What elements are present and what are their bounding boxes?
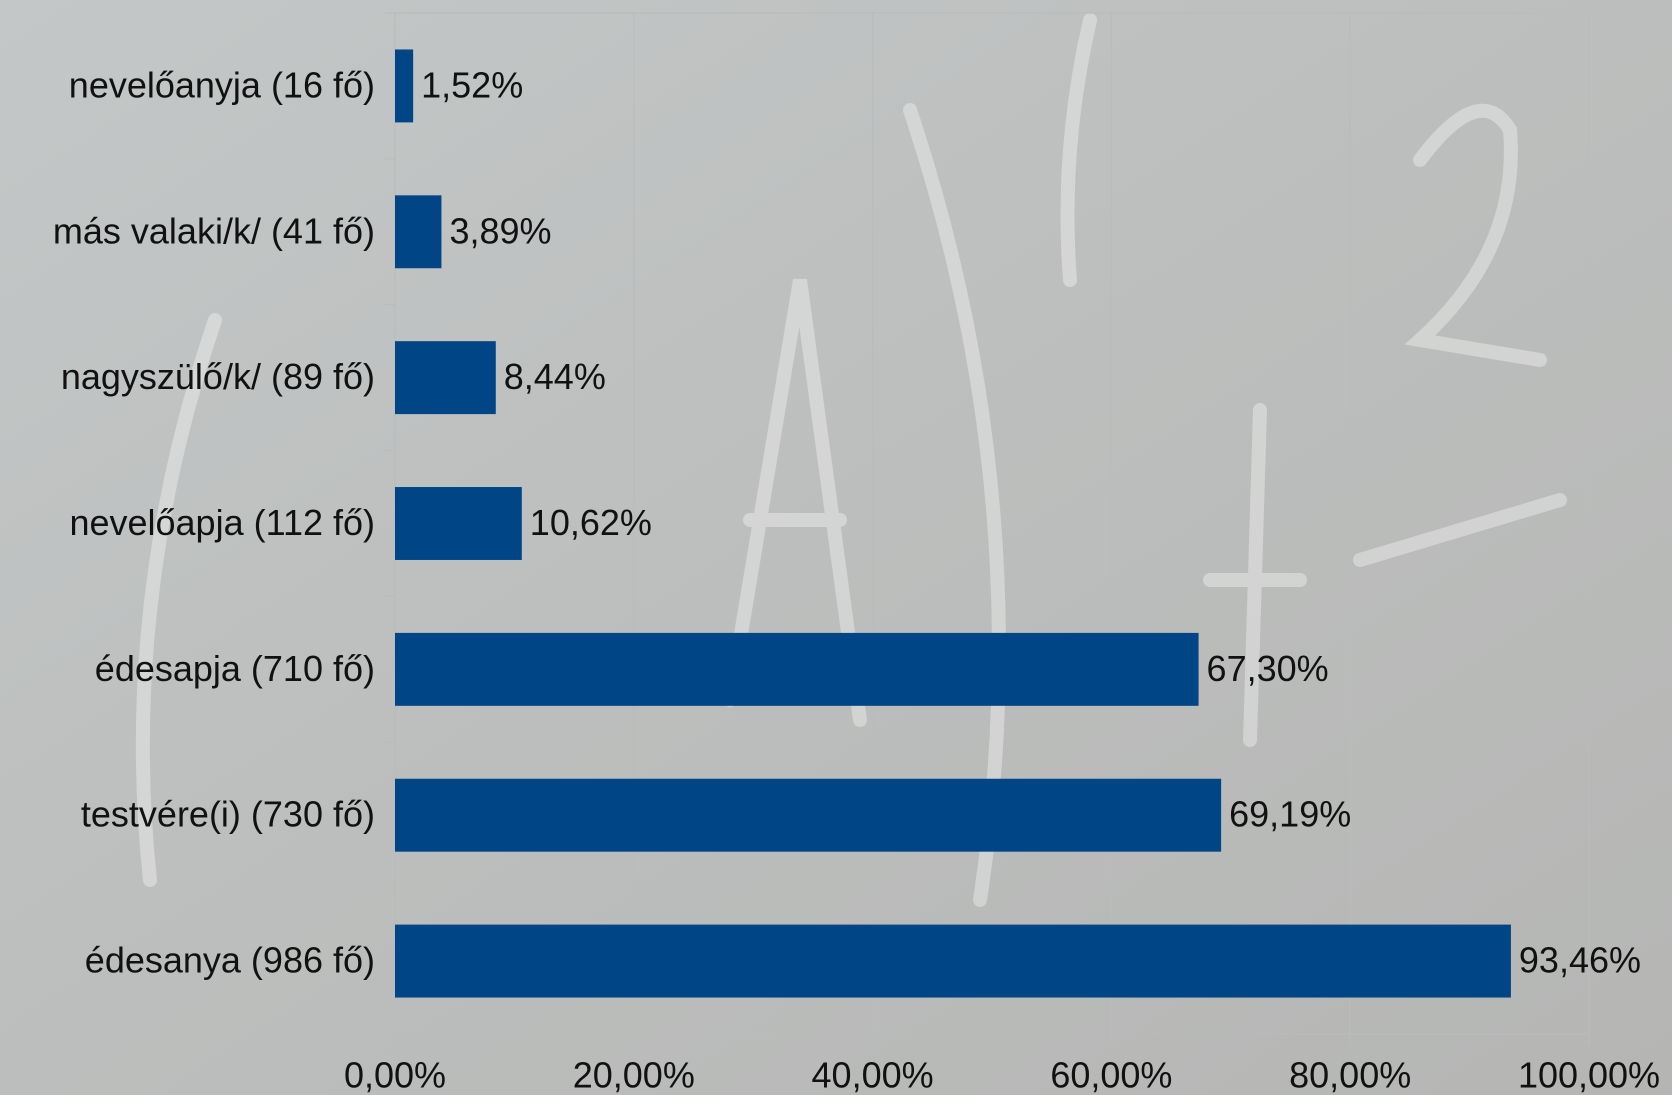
bar	[395, 487, 522, 560]
bar	[395, 341, 496, 414]
y-tick-label: édesanya (986 fő)	[85, 940, 375, 981]
x-tick-label: 40,00%	[812, 1055, 934, 1095]
y-tick-label: más valaki/k/ (41 fő)	[53, 210, 375, 251]
bar	[395, 633, 1199, 706]
x-tick-label: 20,00%	[573, 1055, 695, 1095]
data-label: 8,44%	[504, 356, 606, 397]
x-tick-label: 60,00%	[1050, 1055, 1172, 1095]
data-label: 93,46%	[1519, 940, 1641, 981]
y-tick-label: testvére(i) (730 fő)	[81, 794, 375, 835]
bar	[395, 49, 413, 122]
y-tick-label: nagyszülő/k/ (89 fő)	[61, 356, 375, 397]
data-label: 69,19%	[1229, 794, 1351, 835]
data-label: 3,89%	[449, 210, 551, 251]
chart: 0,00% 20,00% 40,00% 60,00% 80,00% 100,00% neve…	[0, 0, 1672, 1095]
bar	[395, 779, 1221, 852]
x-tick-label: 0,00%	[344, 1055, 446, 1095]
data-label: 1,52%	[421, 64, 523, 105]
bar	[395, 195, 441, 268]
y-tick-label: édesapja (710 fő)	[95, 648, 375, 689]
data-label: 10,62%	[530, 502, 652, 543]
x-tick-label: 100,00%	[1518, 1055, 1660, 1095]
bar	[395, 925, 1511, 998]
y-tick-label: nevelőanyja (16 fő)	[69, 64, 375, 105]
x-tick-label: 80,00%	[1289, 1055, 1411, 1095]
y-tick-label: nevelőapja (112 fő)	[69, 502, 375, 543]
data-label: 67,30%	[1207, 648, 1329, 689]
